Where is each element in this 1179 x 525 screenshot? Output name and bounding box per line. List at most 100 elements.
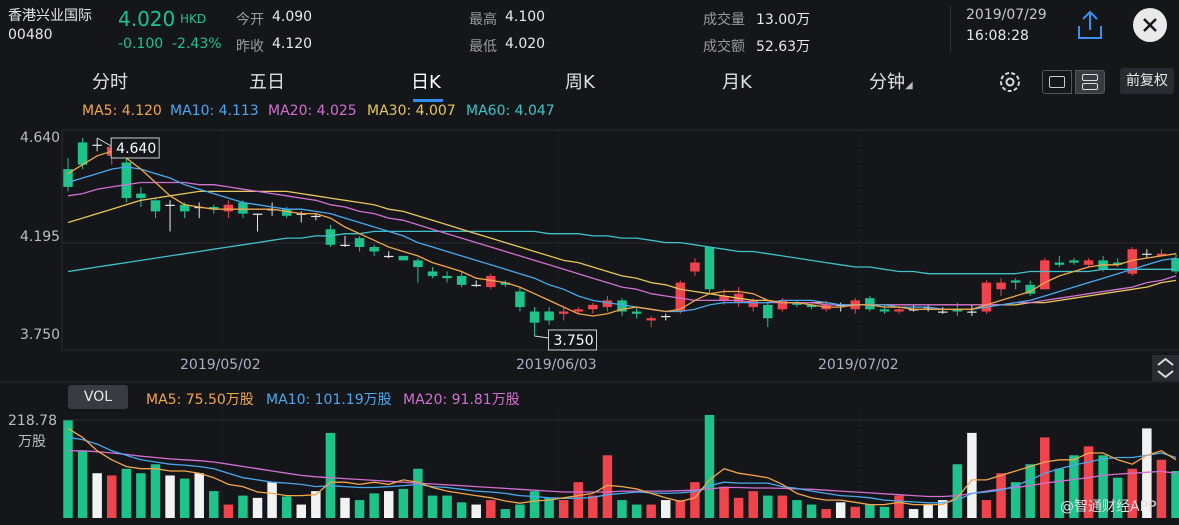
y-tick-top: 4.640	[20, 130, 61, 146]
candle-body	[209, 206, 219, 210]
tab-minute-label: 分钟	[869, 72, 905, 93]
header-divider	[950, 6, 951, 52]
candle-body	[792, 302, 802, 305]
candle-body	[777, 300, 788, 310]
volume-bar	[267, 482, 277, 518]
volume-bar	[1112, 477, 1123, 518]
low-label: 最低	[469, 39, 497, 55]
volume-bar	[413, 468, 423, 518]
volume-label: 成交量	[703, 12, 745, 28]
ma30-label: MA30: 4.007	[367, 103, 456, 119]
candle-body	[383, 255, 394, 258]
min-marker-box	[548, 329, 598, 351]
high-label: 最高	[469, 12, 497, 28]
candle-body	[456, 275, 467, 285]
tab-minute[interactable]: 分钟◢	[869, 68, 913, 94]
vol-indicator-button[interactable]: VOL	[68, 385, 128, 409]
last-price: 4.020	[118, 7, 176, 31]
max-marker-box	[110, 137, 160, 159]
candle-body	[398, 255, 409, 261]
volume-bar	[1156, 459, 1167, 518]
volume-bar	[1010, 482, 1021, 518]
currency: HKD	[180, 12, 207, 26]
tab-daily-k[interactable]: 日K	[411, 72, 441, 93]
candle-body	[1069, 260, 1079, 263]
tab-monthly-k[interactable]: 月K	[722, 72, 752, 93]
candle-body	[238, 202, 248, 214]
candle-body	[806, 304, 817, 308]
tab-intraday[interactable]: 分时	[92, 72, 128, 93]
volume-bar	[179, 478, 190, 518]
x-tick-3: 2019/07/02	[818, 357, 899, 373]
volume-bar	[325, 432, 336, 518]
candle-body	[179, 204, 190, 212]
volume-bar	[777, 495, 788, 518]
volume-bar	[500, 509, 511, 518]
candle-body	[1010, 280, 1021, 283]
y-tick-mid: 4.195	[20, 229, 61, 245]
max-marker-text: 4.640	[116, 141, 156, 157]
volume-bar	[398, 488, 409, 518]
volume-bar	[515, 504, 525, 518]
volume-bar	[835, 502, 846, 518]
volume-bar	[63, 420, 73, 518]
layout-split-icon[interactable]	[1075, 70, 1105, 94]
vol-ma10-line	[67, 436, 1177, 504]
candle-body	[573, 309, 584, 312]
volume-bar	[1142, 428, 1152, 518]
candle-body	[150, 200, 161, 212]
ma10-label: MA10: 4.113	[170, 103, 259, 119]
volume-bar	[354, 500, 365, 518]
chevron-updown-icon[interactable]	[1152, 355, 1179, 381]
quote-time: 16:08:28	[966, 28, 1029, 44]
candle-body	[486, 275, 496, 288]
volume-bar	[471, 504, 481, 518]
share-icon[interactable]	[1074, 8, 1106, 42]
candle-body	[675, 282, 686, 312]
ma5-line	[67, 150, 1177, 317]
close-icon[interactable]	[1133, 8, 1167, 42]
volume-bar	[588, 495, 598, 518]
volume-bar	[675, 500, 686, 518]
candle-body	[1112, 262, 1123, 265]
volume-bar	[369, 493, 379, 518]
stock-code: 00480	[8, 27, 53, 43]
volume-bar	[704, 414, 715, 518]
volume-bar	[1098, 455, 1108, 518]
volume-bar	[690, 482, 700, 518]
tab-five-day[interactable]: 五日	[249, 72, 285, 93]
layout-single-icon[interactable]	[1042, 70, 1072, 94]
volume-bar	[1069, 455, 1079, 518]
candle-body	[121, 162, 132, 199]
min-marker-text: 3.750	[554, 333, 594, 349]
volume-bar	[937, 500, 948, 518]
candle-body	[442, 275, 452, 279]
ma30-line	[67, 190, 1177, 306]
ma10-line	[67, 166, 1177, 313]
volume-bar	[238, 495, 248, 518]
turnover-value: 52.63万	[756, 39, 811, 55]
candle-body	[136, 193, 146, 199]
volume-bar	[529, 491, 540, 518]
volume-bar	[194, 473, 204, 518]
candle-body	[996, 282, 1006, 290]
low-value: 4.020	[505, 36, 546, 52]
candle-body	[719, 295, 729, 301]
tab-weekly-k[interactable]: 周K	[565, 72, 595, 93]
candle-body	[413, 260, 423, 268]
candle-body	[690, 262, 700, 272]
price-change: -0.100	[118, 36, 164, 52]
volume-bar	[296, 504, 307, 518]
volume-bar	[602, 455, 613, 518]
volume-bar	[92, 473, 102, 518]
vol-ma20-label: MA20: 91.81万股	[403, 392, 520, 408]
gear-icon[interactable]	[996, 68, 1024, 96]
volume-bar	[383, 491, 394, 518]
candle-body	[1040, 260, 1050, 290]
volume-bar	[748, 491, 758, 518]
candle-body	[252, 213, 263, 215]
adjust-button[interactable]: 前复权	[1120, 68, 1174, 94]
volume-bar	[544, 497, 554, 518]
volume-bar	[981, 500, 992, 518]
